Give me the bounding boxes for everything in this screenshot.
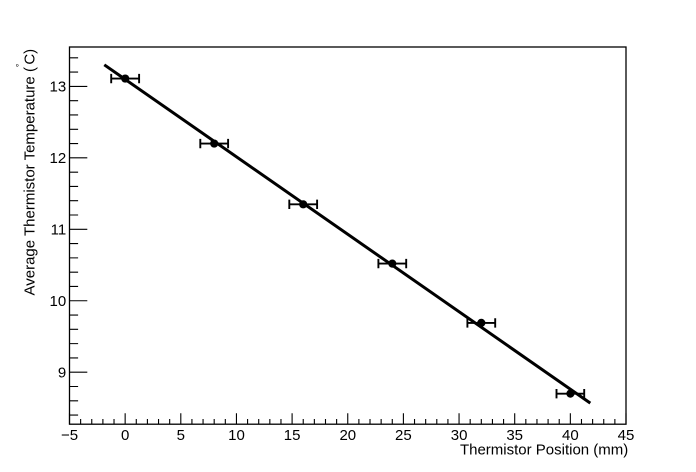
svg-text:Thermistor Position (mm): Thermistor Position (mm) — [460, 442, 628, 459]
svg-text:15: 15 — [284, 427, 301, 444]
svg-text:9: 9 — [58, 365, 66, 382]
svg-text:13: 13 — [50, 79, 67, 96]
svg-text:−5: −5 — [61, 427, 78, 444]
svg-text:10: 10 — [50, 293, 67, 310]
svg-text:35: 35 — [506, 427, 523, 444]
svg-text:20: 20 — [339, 427, 356, 444]
svg-text:0: 0 — [121, 427, 129, 444]
svg-text:45: 45 — [618, 427, 635, 444]
svg-text:12: 12 — [50, 150, 67, 167]
svg-text:30: 30 — [451, 427, 468, 444]
svg-text:11: 11 — [51, 222, 67, 239]
svg-text:10: 10 — [228, 427, 245, 444]
svg-text:25: 25 — [395, 427, 412, 444]
svg-text:5: 5 — [177, 427, 185, 444]
svg-text:40: 40 — [562, 427, 579, 444]
